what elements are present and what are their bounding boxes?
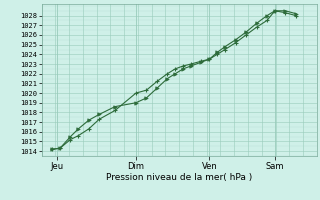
- X-axis label: Pression niveau de la mer( hPa ): Pression niveau de la mer( hPa ): [106, 173, 252, 182]
